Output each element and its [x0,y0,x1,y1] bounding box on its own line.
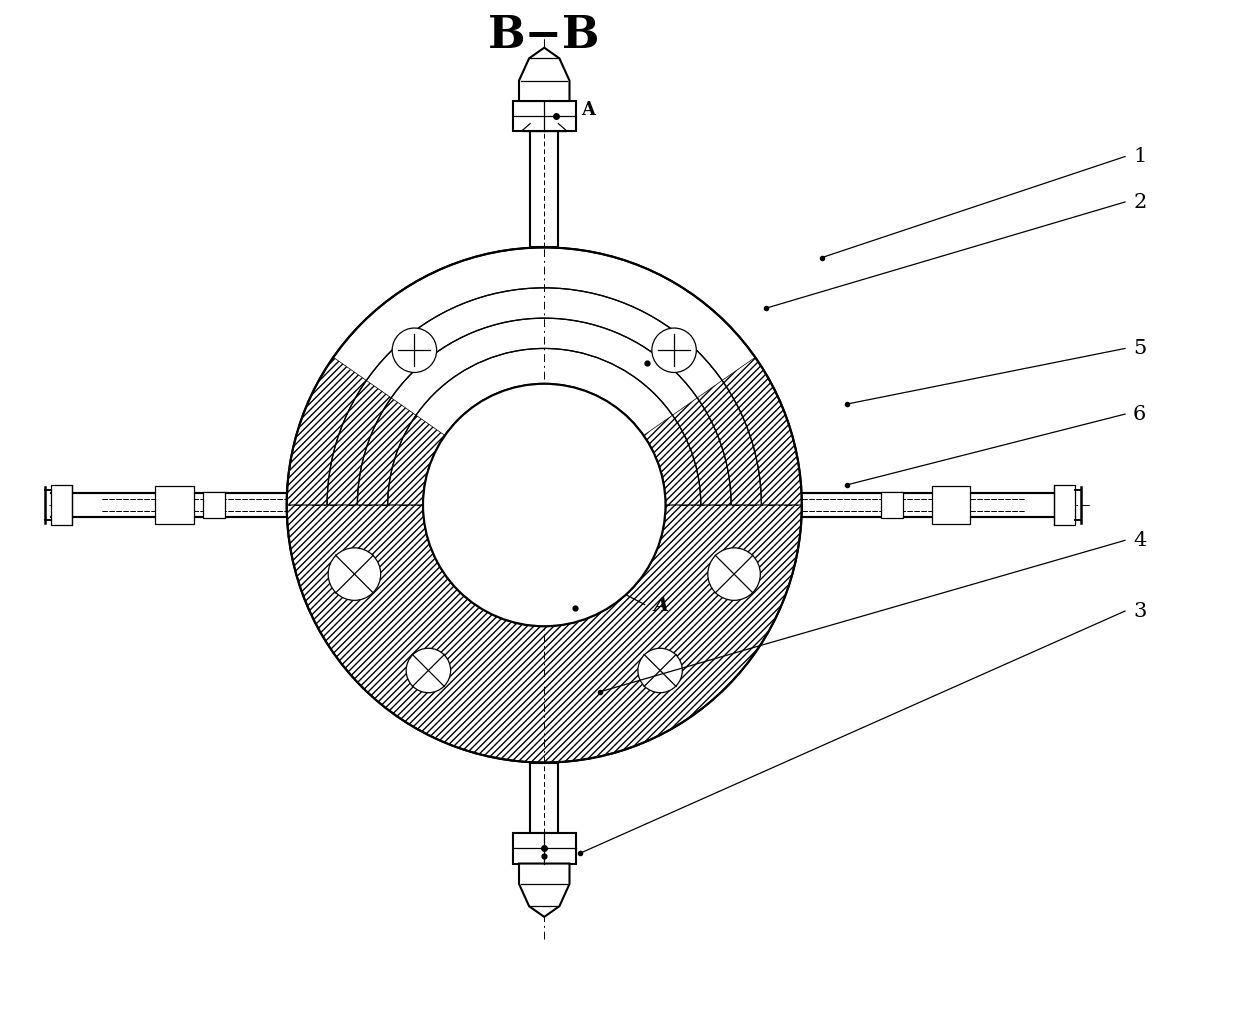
Text: B−B: B−B [489,14,600,57]
Text: A: A [653,597,668,615]
Text: 4: 4 [1133,531,1146,549]
Text: A: A [582,101,595,118]
Circle shape [423,384,666,626]
Text: 5: 5 [1133,339,1146,358]
Circle shape [392,328,436,373]
Circle shape [637,648,682,693]
Polygon shape [520,47,569,101]
Text: 6: 6 [1133,405,1146,423]
Bar [51,485,72,525]
Text: 1: 1 [1133,147,1147,166]
Text: 3: 3 [1133,602,1147,620]
Bar [203,492,226,518]
Bar [1054,485,1075,525]
Bar [531,763,558,833]
Bar [932,486,971,524]
Wedge shape [334,247,755,435]
Circle shape [423,384,666,626]
Bar [531,131,558,247]
Bar [513,101,575,131]
Bar [513,833,575,864]
Polygon shape [520,864,569,917]
Circle shape [652,328,697,373]
Circle shape [329,547,381,600]
Bar [155,486,193,524]
Text: 2: 2 [1133,193,1146,211]
Circle shape [708,547,760,600]
Circle shape [407,648,450,693]
Bar [880,492,903,518]
